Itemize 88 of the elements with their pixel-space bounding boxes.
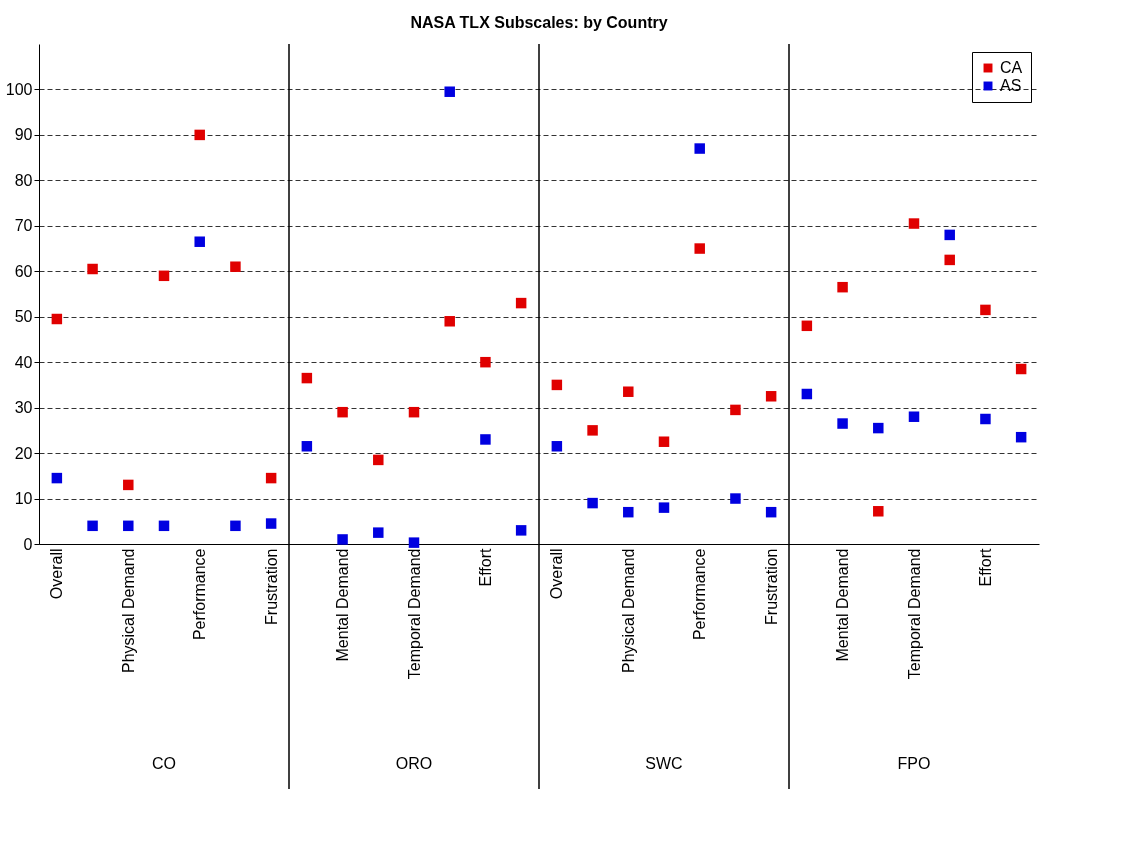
y-tick-label: 50 bbox=[14, 308, 33, 326]
point bbox=[444, 86, 455, 97]
point bbox=[230, 261, 241, 272]
point bbox=[944, 254, 955, 266]
x-tick-label: Overall bbox=[48, 548, 66, 600]
text: ORO bbox=[395, 755, 433, 772]
legend-label: CA bbox=[1000, 59, 1023, 76]
point bbox=[623, 386, 634, 397]
point bbox=[373, 527, 384, 538]
point bbox=[230, 520, 241, 532]
y-tick-label: 10 bbox=[14, 490, 33, 508]
x-tick-label: Mental Demand bbox=[334, 548, 352, 662]
point bbox=[480, 434, 491, 445]
x-tick-label: Effort bbox=[476, 547, 494, 587]
point bbox=[337, 406, 348, 418]
point bbox=[337, 534, 348, 545]
point bbox=[51, 313, 63, 325]
point bbox=[265, 518, 277, 529]
point bbox=[515, 525, 527, 536]
point bbox=[873, 422, 884, 434]
point bbox=[194, 129, 205, 141]
point bbox=[908, 218, 920, 229]
text: FPO bbox=[897, 755, 931, 772]
point bbox=[908, 411, 920, 422]
y-tick-label: 0 bbox=[23, 535, 33, 553]
point bbox=[301, 441, 313, 452]
text: SWC bbox=[645, 755, 683, 772]
point bbox=[158, 520, 170, 532]
point bbox=[658, 436, 670, 447]
point bbox=[480, 356, 491, 368]
y-tick-label: 70 bbox=[14, 217, 33, 235]
point bbox=[587, 425, 598, 436]
x-tick-label: Performance bbox=[191, 548, 209, 641]
y-tick-label: 100 bbox=[5, 80, 33, 98]
chart-title: NASA TLX Subscales: by Country bbox=[410, 14, 668, 32]
x-tick-label: Physical Demand bbox=[619, 548, 637, 673]
y-tick-label: 40 bbox=[14, 353, 33, 371]
point bbox=[801, 320, 813, 332]
point bbox=[551, 379, 563, 391]
point bbox=[694, 243, 705, 254]
point bbox=[194, 236, 205, 247]
point bbox=[765, 506, 777, 518]
point bbox=[265, 472, 277, 484]
y-tick-label: 20 bbox=[14, 444, 33, 462]
y-tick-label: 60 bbox=[14, 262, 33, 280]
x-tick-label: Frustration bbox=[762, 548, 780, 625]
text: CO bbox=[152, 755, 176, 772]
point bbox=[587, 497, 598, 509]
point bbox=[730, 404, 741, 416]
y-tick-label: 30 bbox=[14, 399, 33, 417]
point bbox=[694, 143, 705, 154]
point bbox=[444, 316, 455, 327]
x-tick-label: Effort bbox=[976, 547, 994, 587]
point bbox=[730, 493, 741, 504]
x-tick-label: Mental Demand bbox=[834, 548, 852, 662]
x-tick-label: Temporal Demand bbox=[405, 548, 423, 680]
legend-label: AS bbox=[1000, 77, 1022, 94]
point bbox=[373, 454, 384, 466]
point bbox=[1015, 431, 1027, 443]
point bbox=[87, 263, 98, 275]
point bbox=[123, 520, 134, 532]
point bbox=[408, 537, 420, 548]
point bbox=[1015, 363, 1027, 375]
point bbox=[158, 270, 170, 282]
point bbox=[87, 520, 98, 532]
x-tick-label: Performance bbox=[691, 548, 709, 641]
point bbox=[515, 297, 527, 309]
y-tick-label: 90 bbox=[14, 126, 33, 144]
point bbox=[873, 506, 884, 517]
point bbox=[837, 281, 848, 293]
point bbox=[408, 406, 420, 418]
point bbox=[658, 502, 670, 513]
point bbox=[801, 388, 813, 400]
point bbox=[837, 418, 848, 429]
x-tick-label: Frustration bbox=[262, 548, 280, 625]
x-tick-label: Physical Demand bbox=[119, 548, 137, 673]
point bbox=[551, 441, 563, 452]
y-tick-label: 80 bbox=[14, 171, 33, 189]
point bbox=[980, 304, 991, 316]
point bbox=[980, 413, 991, 425]
point bbox=[765, 391, 777, 402]
point bbox=[301, 372, 313, 384]
point bbox=[123, 479, 134, 491]
x-tick-label: Overall bbox=[548, 548, 566, 600]
point bbox=[51, 472, 63, 484]
point bbox=[944, 229, 955, 241]
x-tick-label: Temporal Demand bbox=[905, 548, 923, 680]
point bbox=[623, 506, 634, 518]
